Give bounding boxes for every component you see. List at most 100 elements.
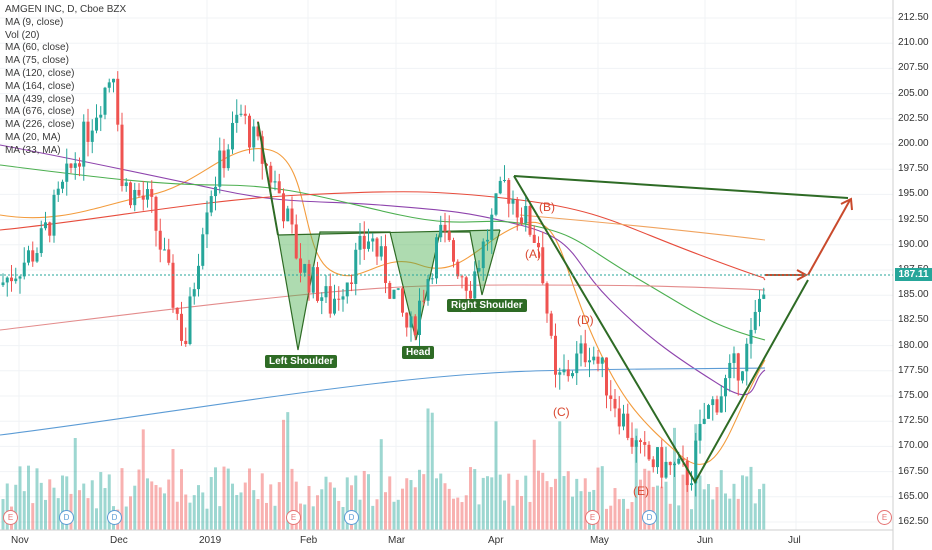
candle-body (333, 298, 336, 314)
volume-bar (690, 509, 693, 530)
volume-bar (511, 505, 515, 530)
candle-body (384, 246, 387, 283)
volume-bar (354, 475, 358, 530)
volume-bar (86, 498, 90, 530)
candle-body (175, 307, 179, 314)
volume-bar (643, 468, 647, 530)
candle-body (753, 311, 757, 330)
volume-bar (124, 506, 128, 530)
y-tick-label: 180.00 (898, 339, 929, 351)
volume-bar (605, 508, 608, 530)
volume-bar (239, 492, 243, 530)
legend-item[interactable]: Vol (20) (5, 29, 40, 41)
candle-body (56, 188, 60, 195)
dividend-event-icon[interactable]: D (344, 510, 359, 525)
volume-bar (141, 429, 145, 530)
volume-bar (464, 495, 468, 530)
legend-item[interactable]: MA (439, close) (5, 93, 75, 105)
candle-body (575, 353, 579, 374)
candle-body (622, 413, 625, 427)
candle-body (311, 267, 315, 293)
earnings-event-icon[interactable]: E (286, 510, 301, 525)
candle-body (209, 196, 213, 213)
legend-item[interactable]: MA (9, close) (5, 16, 64, 28)
volume-bar (328, 482, 332, 530)
volume-bar (456, 497, 460, 530)
triangle-line (513, 175, 809, 485)
candle-body (328, 286, 332, 314)
candle-body (379, 246, 383, 257)
volume-bar (367, 474, 370, 530)
volume-bar (388, 476, 392, 530)
y-tick-label: 195.00 (898, 188, 929, 200)
volume-bar (56, 498, 60, 530)
dividend-event-icon[interactable]: D (107, 510, 122, 525)
legend-item[interactable]: MA (164, close) (5, 80, 75, 92)
earnings-event-icon[interactable]: E (585, 510, 600, 525)
candlesticks (1, 71, 766, 497)
y-tick-label: 162.50 (898, 516, 929, 527)
candle-body (180, 313, 183, 341)
candle-body (103, 87, 107, 115)
legend-item[interactable]: MA (33, MA) (5, 144, 61, 156)
candle-body (528, 206, 532, 235)
candle-body (124, 182, 128, 187)
chart-legend: AMGEN INC, D, Cboe BZX MA (9, close) Vol… (5, 4, 126, 158)
candle-body (690, 483, 693, 486)
volume-bar (52, 487, 56, 530)
volume-bar (715, 487, 719, 530)
volume-bar (673, 427, 676, 530)
legend-item[interactable]: MA (120, close) (5, 67, 75, 79)
candle-body (120, 124, 124, 187)
candle-body (167, 249, 171, 263)
candle-body (520, 217, 523, 224)
volume-bar (452, 498, 455, 530)
legend-item[interactable]: MA (75, close) (5, 55, 69, 67)
volume-bar (35, 468, 39, 530)
volume-bar (443, 483, 447, 530)
wave-label-c: (C) (553, 405, 570, 419)
candle-body (460, 276, 464, 278)
volume-bar (426, 408, 430, 530)
volume-bar (226, 468, 230, 530)
earnings-event-icon[interactable]: E (3, 510, 18, 525)
y-tick-label: 177.50 (898, 364, 929, 376)
volume-bar (341, 506, 345, 530)
volume-bar (558, 421, 562, 530)
volume-bar (409, 480, 413, 530)
x-tick-label: Dec (110, 535, 128, 546)
y-tick-label: 205.00 (898, 87, 929, 99)
volume-bar (566, 471, 570, 530)
volume-bar (562, 476, 566, 530)
candle-body (129, 182, 132, 206)
volume-bar (524, 475, 528, 530)
candle-body (188, 296, 192, 344)
legend-item[interactable]: MA (676, close) (5, 106, 75, 118)
moving-averages (0, 144, 766, 465)
volume-bar (337, 500, 341, 530)
candle-body (116, 78, 120, 125)
candle-body (82, 121, 86, 167)
candle-body (222, 150, 226, 169)
legend-item[interactable]: MA (226, close) (5, 119, 75, 131)
candle-body (86, 121, 90, 142)
legend-item[interactable]: MA (20, MA) (5, 131, 61, 143)
earnings-event-icon[interactable]: E (877, 510, 892, 525)
legend-item[interactable]: MA (60, close) (5, 42, 69, 54)
candle-body (439, 224, 443, 238)
candle-body (112, 78, 115, 83)
volume-bar (498, 474, 502, 530)
volume-bar (481, 477, 485, 530)
volume-bar (209, 477, 213, 530)
volume-bar (260, 473, 264, 530)
dividend-event-icon[interactable]: D (642, 510, 657, 525)
x-tick-label: Mar (388, 535, 406, 546)
candle-body (668, 461, 672, 466)
moving-average-line (0, 164, 766, 341)
candle-body (150, 189, 154, 197)
volume-bar (532, 439, 536, 530)
volume-bar (282, 419, 285, 530)
candle-body (554, 335, 557, 375)
dividend-event-icon[interactable]: D (59, 510, 74, 525)
